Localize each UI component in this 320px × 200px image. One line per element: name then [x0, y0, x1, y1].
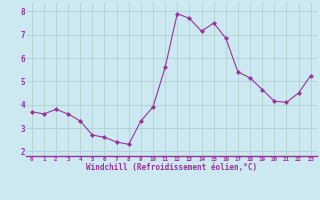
X-axis label: Windchill (Refroidissement éolien,°C): Windchill (Refroidissement éolien,°C) — [86, 163, 257, 172]
